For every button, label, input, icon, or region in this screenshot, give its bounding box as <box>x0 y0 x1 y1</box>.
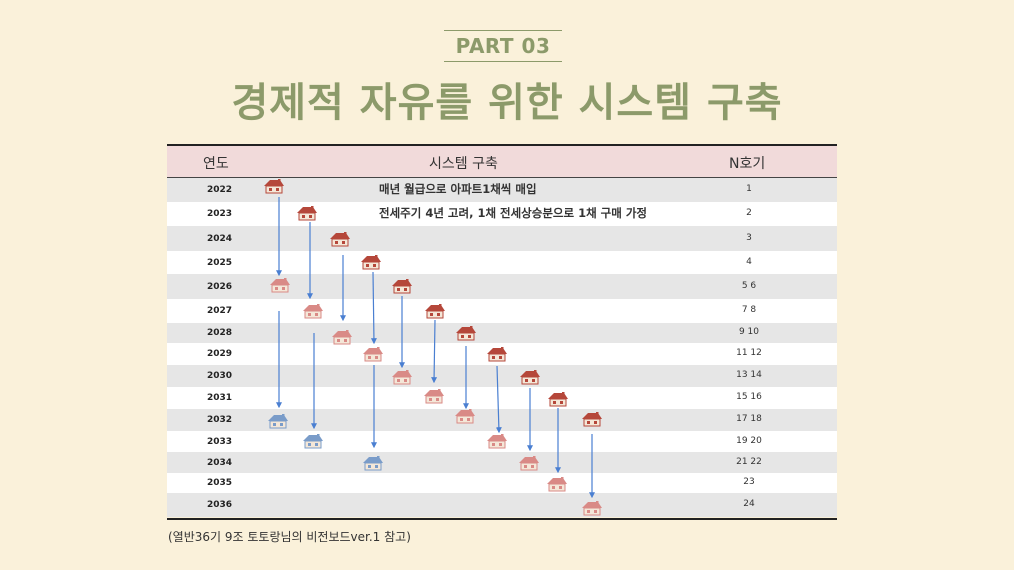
col-n-header: N호기 <box>729 156 766 172</box>
table-row: 2028 9 10 <box>167 323 837 343</box>
row-unit-count-text: 15 16 <box>736 392 762 402</box>
row-year: 2027 <box>207 306 233 316</box>
row-unit-count-text: 17 18 <box>736 414 762 424</box>
row-unit-count-text: 24 <box>743 499 755 509</box>
row-year: 2023 <box>207 209 233 219</box>
row-unit-count-text: 1 <box>746 184 752 194</box>
row-year: 2030 <box>207 371 233 381</box>
row-year: 2028 <box>207 328 233 338</box>
row-year: 2022 <box>207 185 233 195</box>
row-year: 2026 <box>207 281 233 292</box>
row-year: 2029 <box>207 349 233 359</box>
page-title: 경제적 자유를 위한 시스템 구축 <box>231 80 783 126</box>
table-row: 2034 21 22 <box>167 452 837 473</box>
row-unit-count-text: 4 <box>746 256 752 267</box>
row-year: 2035 <box>207 478 233 488</box>
row-unit-count-text: 7 8 <box>741 305 757 315</box>
table-row: 2027 7 8 <box>167 299 837 323</box>
row-unit-count-text: 5 6 <box>741 280 757 291</box>
table-row: 2035 23 <box>167 473 837 493</box>
note-jeonse-cycle: 전세주기 4년 고려, 1채 전세상승분으로 1채 구매 가정 <box>379 206 647 220</box>
row-unit-count-text: 13 14 <box>736 370 762 380</box>
row-year: 2031 <box>207 393 233 403</box>
table-row: 2036 24 <box>167 493 837 517</box>
table-body: 2022 1 2023 2 2024 3 2025 4 2026 5 6 2027 7 8 2028 9 … <box>167 178 837 517</box>
table-header: 연도 시스템 구축 N호기 <box>167 146 837 178</box>
table-row: 2024 3 <box>167 226 837 251</box>
row-unit-count-text: 3 <box>746 232 752 243</box>
part-label-box: PART 03 <box>444 30 562 62</box>
note-annual-purchase: 매년 월급으로 아파트1채씩 매입 <box>379 182 537 196</box>
row-year: 2036 <box>207 500 233 510</box>
source-note: (열반36기 9조 토토랑님의 비전보드ver.1 참고) <box>168 530 411 544</box>
row-unit-count-text: 11 12 <box>736 348 762 358</box>
row-unit-count-text: 23 <box>743 477 755 487</box>
table-row: 2026 5 6 <box>167 274 837 299</box>
row-year: 2033 <box>207 436 233 447</box>
row-unit-count-text: 2 <box>746 208 752 218</box>
table-row: 2033 19 20 <box>167 431 837 452</box>
system-table: 연도 시스템 구축 N호기 2022 1 2023 2 2024 3 2025 4 2026 5 … <box>167 144 837 520</box>
row-unit-count-text: 9 10 <box>738 327 760 337</box>
row-year: 2024 <box>207 233 233 244</box>
table-row: 2031 15 16 <box>167 387 837 409</box>
part-label: PART 03 <box>455 34 551 58</box>
col-year-header: 연도 <box>203 156 229 172</box>
table-row: 2025 4 <box>167 251 837 274</box>
row-unit-count-text: 19 20 <box>736 435 762 446</box>
col-system-header: 시스템 구축 <box>429 156 498 172</box>
row-year: 2034 <box>207 457 233 468</box>
table-row: 2029 11 12 <box>167 343 837 365</box>
row-year: 2032 <box>207 415 233 425</box>
table-row: 2032 17 18 <box>167 409 837 431</box>
row-year: 2025 <box>207 257 233 268</box>
table-row: 2030 13 14 <box>167 365 837 387</box>
row-unit-count-text: 21 22 <box>736 456 762 467</box>
